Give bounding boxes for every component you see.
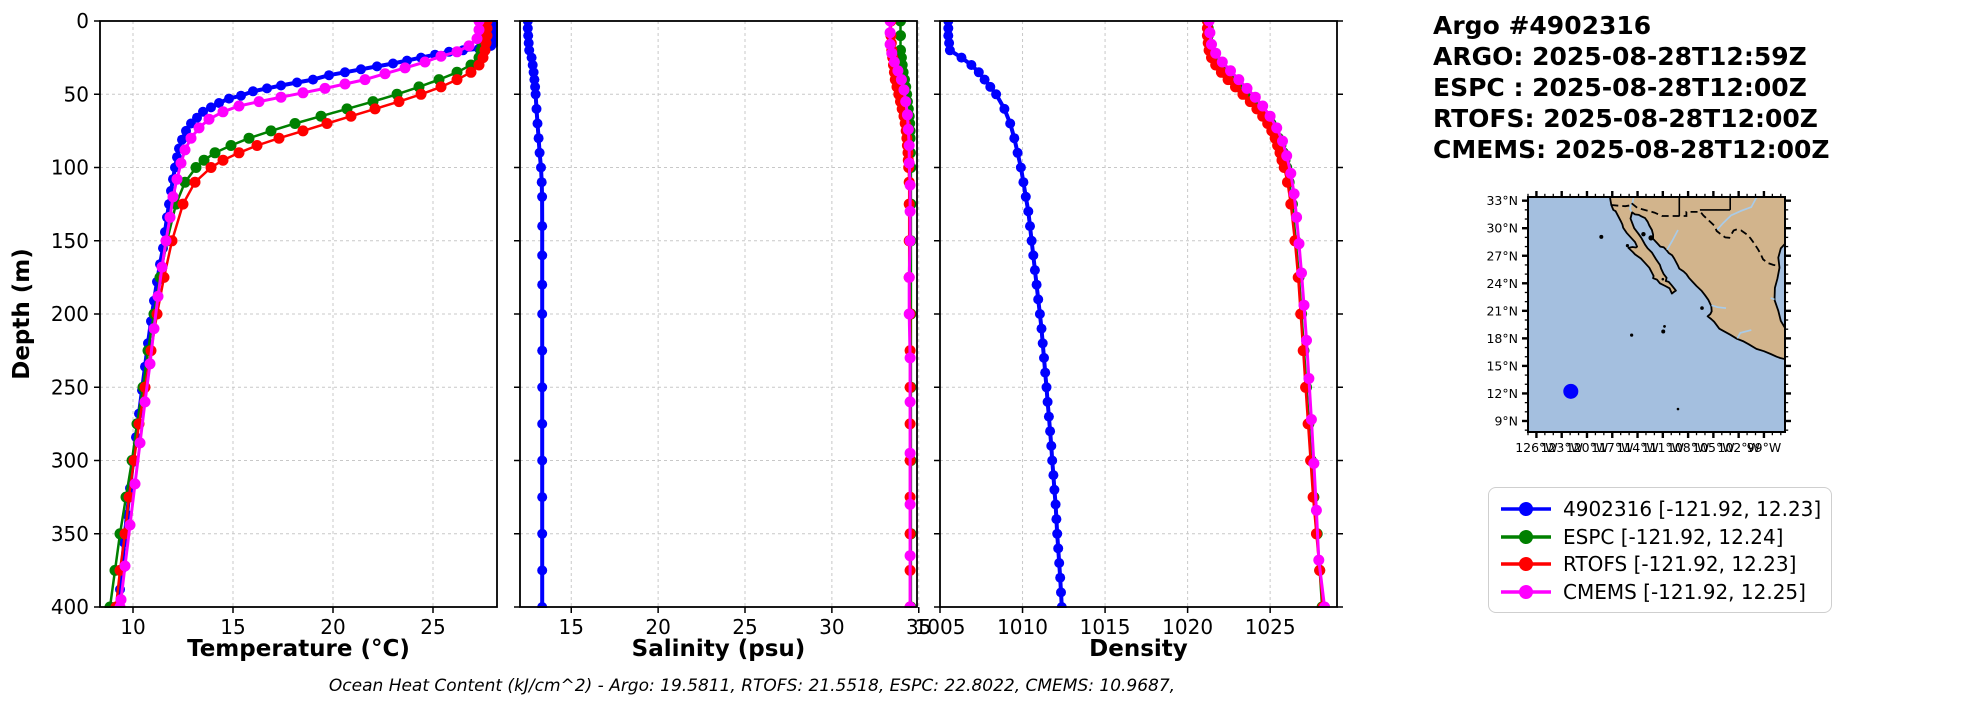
legend-item-espc: ESPC [-121.92, 12.24] bbox=[1497, 523, 1821, 551]
x-tick-label: 35 bbox=[906, 615, 931, 639]
x-tick-label: 30 bbox=[819, 615, 844, 639]
legend-line-marker-icon bbox=[1501, 501, 1551, 516]
map-lat-label: 9°N bbox=[1494, 413, 1518, 428]
x-tick-label: 1005 bbox=[915, 615, 966, 639]
legend: 4902316 [-121.92, 12.23] ESPC [-121.92, … bbox=[1488, 487, 1832, 613]
map-river bbox=[1711, 304, 1727, 309]
map-lon-label: 117°W bbox=[1591, 440, 1633, 455]
depth-tick-label: 0 bbox=[76, 9, 89, 33]
density-axis-label: Density bbox=[1089, 636, 1188, 662]
depth-tick-label: 350 bbox=[51, 522, 89, 546]
map-island bbox=[1700, 306, 1704, 310]
x-tick-label: 15 bbox=[220, 615, 245, 639]
map-island bbox=[1641, 231, 1646, 237]
cmems-timestamp: CMEMS: 2025-08-28T12:00Z bbox=[1433, 135, 1830, 164]
map-island bbox=[1625, 244, 1630, 248]
legend-item-argo: 4902316 [-121.92, 12.23] bbox=[1497, 495, 1821, 523]
salinity-axis-label: Salinity (psu) bbox=[631, 636, 806, 662]
density-panel: 1005 1010 1015 1020 1025 bbox=[915, 20, 1343, 639]
depth-tick-label: 200 bbox=[51, 302, 89, 326]
x-tick-label: 1015 bbox=[1080, 615, 1131, 639]
depth-tick-label: 300 bbox=[51, 449, 89, 473]
legend-label: CMEMS [-121.92, 12.25] bbox=[1563, 580, 1806, 605]
map-river bbox=[1666, 229, 1679, 251]
map-lon-label: 120°W bbox=[1566, 440, 1608, 455]
map-lat-label: 33°N bbox=[1486, 193, 1518, 208]
map-frame bbox=[1527, 196, 1786, 433]
legend-line-marker-icon bbox=[1501, 557, 1551, 572]
depth-tick-label: 400 bbox=[51, 595, 89, 619]
series-4902316 bbox=[522, 20, 548, 608]
map-river bbox=[1736, 329, 1752, 339]
map-lat-label: 15°N bbox=[1486, 358, 1518, 373]
map-lon-label: 108°W bbox=[1667, 440, 1709, 455]
map-lat-label: 18°N bbox=[1486, 331, 1518, 346]
legend-item-rtofs: RTOFS [-121.92, 12.23] bbox=[1497, 551, 1821, 579]
x-tick-label: 15 bbox=[559, 615, 584, 639]
float-position-marker bbox=[1563, 383, 1579, 399]
series-cmems bbox=[114, 20, 485, 608]
map-lon-label: 102°W bbox=[1717, 440, 1759, 455]
x-tick-label: 20 bbox=[645, 615, 670, 639]
map-island bbox=[1630, 333, 1634, 337]
map-lon-label: 111°W bbox=[1642, 440, 1684, 455]
map-lat-label: 27°N bbox=[1486, 248, 1518, 263]
map-river bbox=[1629, 197, 1635, 213]
map-lon-label: 99°W bbox=[1747, 440, 1782, 455]
map-island bbox=[1661, 277, 1665, 281]
x-tick-label: 20 bbox=[320, 615, 345, 639]
map-river bbox=[1770, 297, 1775, 301]
legend-label: RTOFS [-121.92, 12.23] bbox=[1563, 552, 1797, 577]
map-lon-label: 126°W bbox=[1515, 440, 1557, 455]
location-map: 126°W123°W120°W117°W114°W111°W108°W105°W… bbox=[1486, 191, 1791, 455]
x-tick-label: 25 bbox=[732, 615, 757, 639]
series-cmems bbox=[1203, 20, 1331, 608]
x-tick-label: 10 bbox=[120, 615, 145, 639]
depth-axis-label: Depth (m) bbox=[9, 248, 35, 380]
legend-label: 4902316 [-121.92, 12.23] bbox=[1563, 496, 1822, 521]
map-island bbox=[1661, 329, 1666, 334]
map-lat-label: 24°N bbox=[1486, 276, 1518, 291]
depth-tick-label: 250 bbox=[51, 375, 89, 399]
map-island bbox=[1599, 234, 1604, 239]
legend-line-marker-icon bbox=[1501, 529, 1551, 544]
map-island bbox=[1648, 235, 1654, 241]
series-cmems bbox=[884, 20, 916, 608]
map-lat-label: 12°N bbox=[1486, 386, 1518, 401]
espc-timestamp: ESPC : 2025-08-28T12:00Z bbox=[1433, 73, 1807, 102]
temperature-axis-label: Temperature (°C) bbox=[187, 636, 410, 662]
rtofs-timestamp: RTOFS: 2025-08-28T12:00Z bbox=[1433, 104, 1818, 133]
salinity-panel: 15 20 25 30 35 bbox=[514, 20, 931, 639]
ocean-heat-content-note: Ocean Heat Content (kJ/cm^2) - Argo: 19.… bbox=[328, 676, 1176, 696]
series-4902316 bbox=[943, 20, 1067, 608]
info-header: Argo #4902316 ARGO: 2025-08-28T12:59Z ES… bbox=[1433, 10, 1830, 165]
map-lon-label: 123°W bbox=[1540, 440, 1582, 455]
depth-tick-label: 100 bbox=[51, 156, 89, 180]
map-island bbox=[1663, 325, 1666, 328]
map-lon-label: 114°W bbox=[1616, 440, 1658, 455]
argo-timestamp: ARGO: 2025-08-28T12:59Z bbox=[1433, 42, 1807, 71]
map-land bbox=[1609, 197, 1785, 361]
x-tick-label: 25 bbox=[420, 615, 445, 639]
x-tick-label: 1010 bbox=[997, 615, 1048, 639]
legend-line-marker-icon bbox=[1501, 585, 1551, 600]
map-island bbox=[1676, 407, 1680, 411]
depth-tick-label: 50 bbox=[64, 82, 89, 106]
float-title: Argo #4902316 bbox=[1433, 11, 1652, 40]
map-border-dashed bbox=[1611, 201, 1780, 267]
x-tick-label: 1020 bbox=[1162, 615, 1213, 639]
map-river bbox=[1716, 197, 1758, 231]
map-lat-label: 30°N bbox=[1486, 221, 1518, 236]
map-lat-label: 21°N bbox=[1486, 303, 1518, 318]
x-tick-label: 1025 bbox=[1245, 615, 1296, 639]
depth-tick-label: 150 bbox=[51, 229, 89, 253]
legend-item-cmems: CMEMS [-121.92, 12.25] bbox=[1497, 578, 1821, 606]
map-lon-label: 105°W bbox=[1692, 440, 1734, 455]
legend-label: ESPC [-121.92, 12.24] bbox=[1563, 524, 1784, 549]
